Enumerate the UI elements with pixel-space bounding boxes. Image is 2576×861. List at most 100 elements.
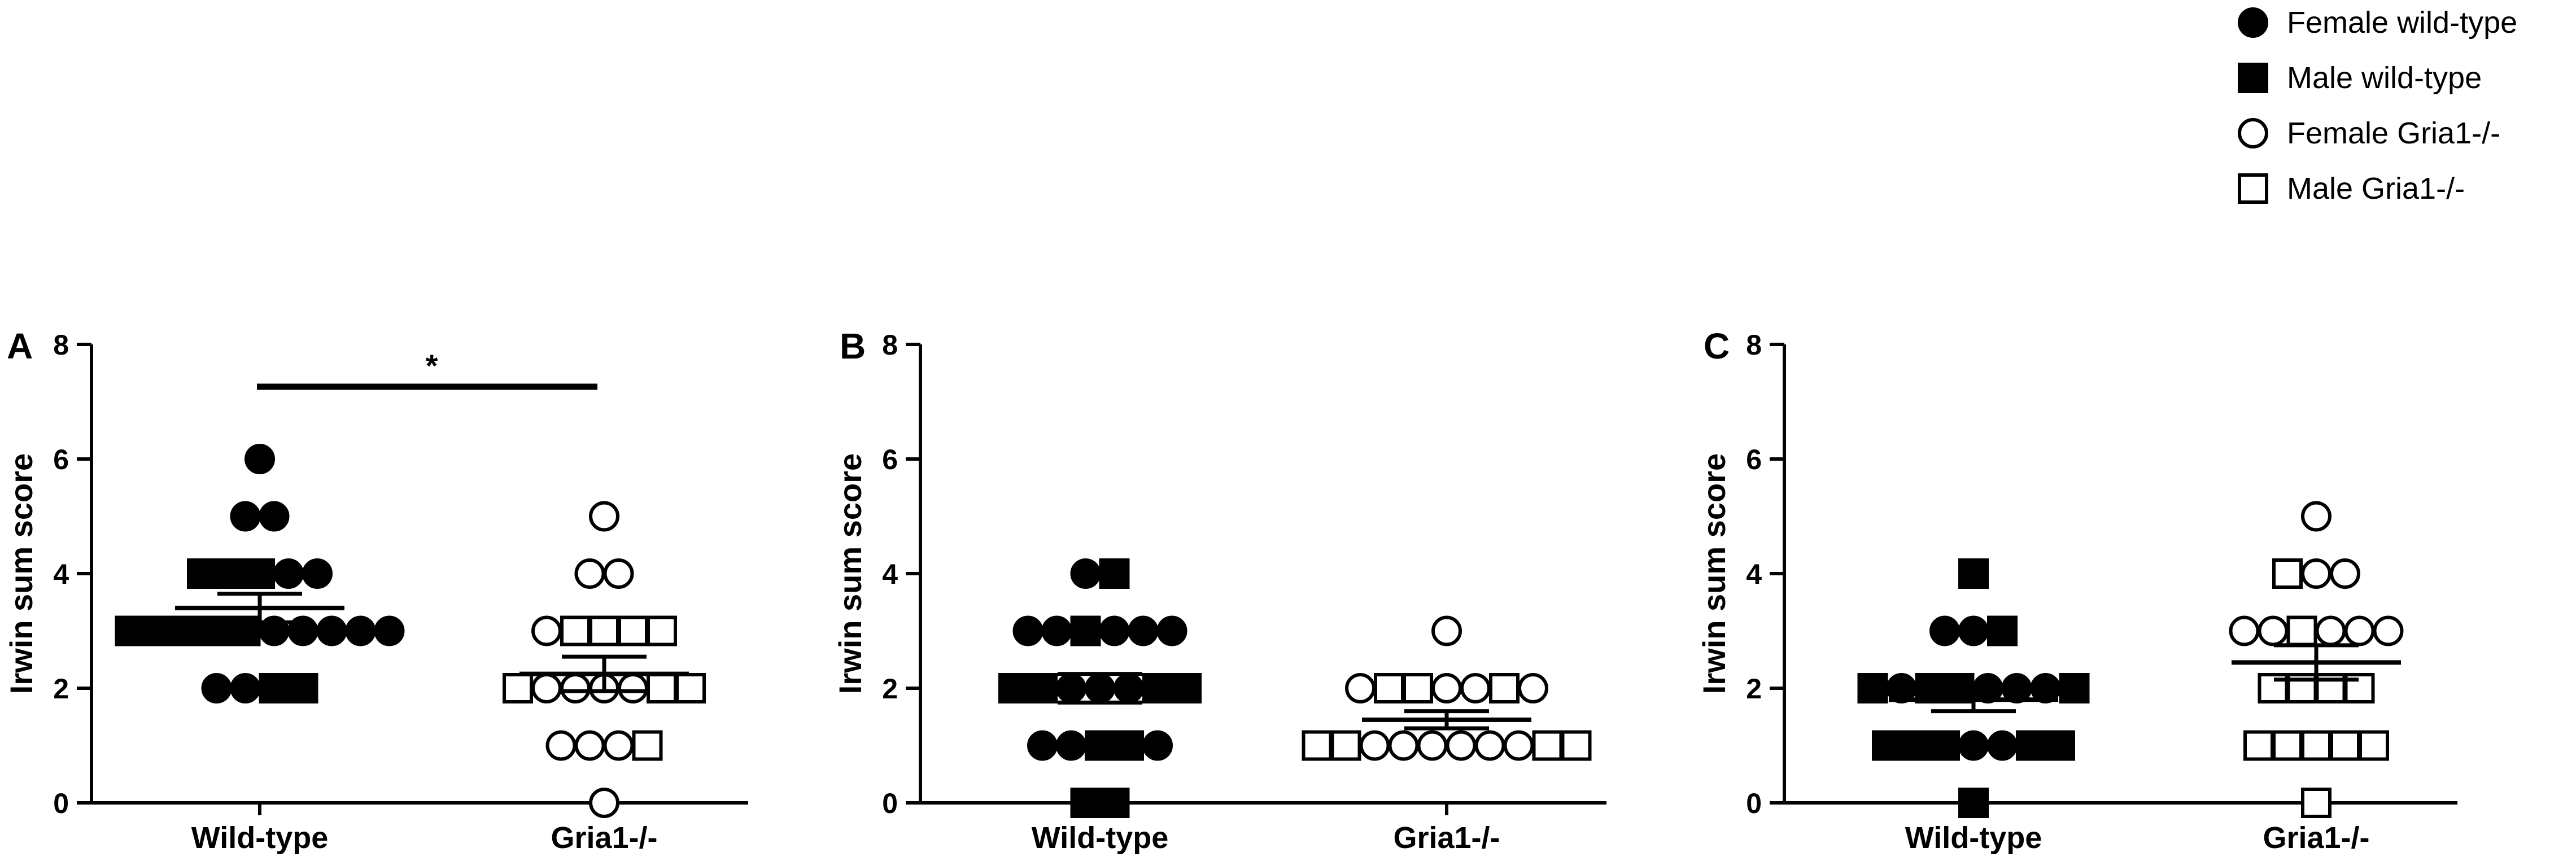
panels: A 0 2 4 6 8 Irwin sum score Wild-type Gria1-/- * B… [3, 326, 2457, 855]
data-point-square [618, 615, 648, 646]
data-point-square [2045, 730, 2075, 761]
data-point-square [115, 615, 146, 646]
data-point-circle [1503, 730, 1534, 761]
y-tick-label: 0 [1746, 788, 1762, 819]
data-point-circle [1012, 615, 1044, 646]
data-point-circle [603, 730, 634, 761]
legend-item: Male wild-type [2238, 61, 2482, 95]
data-point-square [2301, 730, 2332, 761]
y-tick-label: 8 [53, 329, 69, 361]
data-point-square [1099, 558, 1130, 589]
legend-square-marker [2238, 173, 2268, 204]
x-category-label: Wild-type [191, 821, 329, 855]
y-tick-label: 8 [1746, 329, 1762, 361]
data-point-circle [574, 730, 605, 761]
data-point-square [503, 673, 533, 703]
legend-label: Male Gria1-/- [2287, 172, 2465, 206]
data-point-square [1901, 730, 1931, 761]
data-point-circle [531, 615, 562, 646]
legend: Female wild-type Male wild-type Female Gri… [2238, 6, 2517, 206]
data-point-circle [1345, 673, 1376, 703]
data-point-circle [2373, 615, 2404, 646]
data-point-square [172, 615, 203, 646]
data-point-circle [618, 673, 648, 703]
data-point-square [2359, 730, 2389, 761]
legend-label: Male wild-type [2287, 61, 2482, 95]
group-0 [115, 444, 405, 703]
data-point-circle [2229, 615, 2260, 646]
data-point-circle [1958, 730, 1989, 761]
data-point-square [2059, 673, 2090, 703]
data-point-square [1085, 730, 1115, 761]
data-point-circle [1431, 615, 1462, 646]
y-tick-label: 4 [1746, 558, 1762, 590]
legend-circle-marker [2238, 118, 2268, 148]
data-point-circle [1518, 673, 1548, 703]
data-point-square [1302, 730, 1333, 761]
legend-square-marker [2238, 63, 2268, 93]
group-1 [503, 501, 706, 818]
data-point-circle [374, 615, 405, 646]
data-point-circle [1929, 615, 1960, 646]
x-category-label: Gria1-/- [1393, 821, 1500, 855]
data-point-square [287, 673, 318, 703]
data-point-square [1099, 788, 1130, 818]
y-tick-label: 6 [1746, 444, 1762, 475]
data-point-circle [574, 558, 605, 589]
data-point-square [2016, 730, 2046, 761]
data-point-square [1958, 558, 1989, 589]
data-point-square [1872, 730, 1902, 761]
data-point-circle [589, 788, 619, 818]
legend-circle-marker [2238, 7, 2268, 38]
data-point-square [675, 673, 706, 703]
x-category-label: Wild-type [1905, 821, 2042, 855]
data-point-circle [545, 730, 577, 761]
data-point-square [632, 730, 663, 761]
data-point-square [1561, 730, 1592, 761]
legend-item: Female Gria1-/- [2238, 116, 2500, 150]
data-point-square [143, 615, 174, 646]
data-point-square [216, 558, 246, 589]
data-point-circle [230, 501, 261, 532]
panel-letter: B [840, 326, 866, 366]
data-point-square [1489, 673, 1520, 703]
y-tick-label: 4 [53, 558, 69, 590]
legend-item: Female wild-type [2238, 6, 2517, 40]
data-point-circle [1128, 615, 1159, 646]
data-point-square [1857, 673, 1888, 703]
panel-letter: A [7, 326, 33, 366]
data-point-circle [2330, 558, 2360, 589]
data-point-circle [201, 673, 232, 703]
data-point-circle [2301, 558, 2332, 589]
legend-label: Female wild-type [2287, 6, 2517, 40]
data-point-square [1070, 788, 1101, 818]
data-point-square [259, 673, 290, 703]
y-tick-label: 0 [53, 788, 69, 819]
data-point-circle [1474, 730, 1505, 761]
data-point-circle [2315, 615, 2346, 646]
data-point-circle [1027, 730, 1058, 761]
data-point-square [2330, 730, 2360, 761]
data-point-square [1403, 673, 1433, 703]
data-point-circle [1417, 730, 1448, 761]
data-point-circle [1041, 615, 1072, 646]
data-point-square [1929, 730, 1960, 761]
panel-a: A 0 2 4 6 8 Irwin sum score Wild-type Gria1-/- * [3, 326, 748, 855]
data-point-circle [589, 501, 619, 532]
x-category-label: Gria1-/- [2263, 821, 2369, 855]
data-point-circle [1359, 730, 1390, 761]
data-point-circle [1460, 673, 1491, 703]
data-point-circle [1987, 730, 2018, 761]
legend-label: Female Gria1-/- [2287, 116, 2500, 150]
y-tick-label: 2 [882, 673, 898, 705]
data-point-circle [603, 558, 634, 589]
group-1 [2229, 501, 2404, 818]
data-point-circle [273, 558, 304, 589]
data-point-square [244, 558, 275, 589]
y-tick-label: 2 [53, 673, 69, 705]
data-point-square [1070, 615, 1101, 646]
data-point-square [2286, 615, 2317, 646]
y-tick-label: 2 [1746, 673, 1762, 705]
data-point-square [2272, 730, 2303, 761]
data-point-circle [560, 673, 591, 703]
